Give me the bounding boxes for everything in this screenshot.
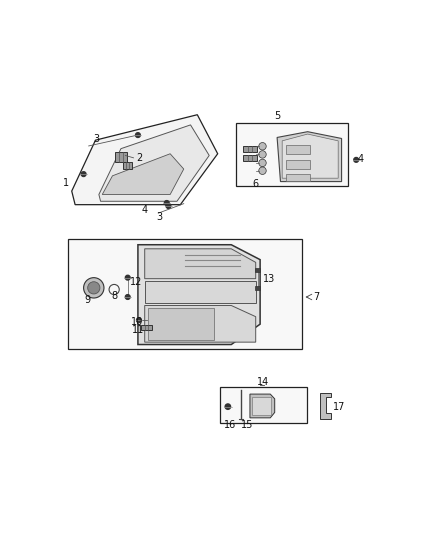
Text: 7: 7 <box>313 292 319 302</box>
Bar <box>243 146 257 152</box>
Text: 14: 14 <box>258 377 270 387</box>
Bar <box>255 268 261 272</box>
Text: 2: 2 <box>136 153 142 163</box>
Text: 13: 13 <box>262 273 275 284</box>
Text: 10: 10 <box>131 317 143 327</box>
Circle shape <box>125 275 130 280</box>
Text: 3: 3 <box>156 212 162 222</box>
Bar <box>67 239 302 349</box>
Bar <box>286 159 310 169</box>
Circle shape <box>259 159 266 167</box>
Bar <box>141 325 152 330</box>
Bar <box>115 152 127 162</box>
Circle shape <box>164 200 169 205</box>
Text: 8: 8 <box>112 290 118 301</box>
Polygon shape <box>145 249 256 279</box>
Bar <box>286 174 310 181</box>
Circle shape <box>259 167 266 174</box>
Polygon shape <box>250 394 275 418</box>
Text: 11: 11 <box>132 325 145 335</box>
Bar <box>124 162 132 169</box>
Circle shape <box>225 404 230 409</box>
Text: 12: 12 <box>130 277 142 287</box>
Polygon shape <box>320 393 332 418</box>
Circle shape <box>259 151 266 158</box>
Text: 4: 4 <box>357 154 364 164</box>
Text: 1: 1 <box>63 177 69 188</box>
Polygon shape <box>277 132 342 182</box>
Polygon shape <box>282 134 338 178</box>
Circle shape <box>259 142 266 150</box>
Polygon shape <box>145 305 256 342</box>
Polygon shape <box>138 245 260 344</box>
Text: 5: 5 <box>274 111 280 121</box>
Text: 4: 4 <box>141 205 148 215</box>
Polygon shape <box>102 154 184 195</box>
Bar <box>286 145 310 155</box>
Circle shape <box>88 282 100 294</box>
Circle shape <box>135 133 140 138</box>
Text: 9: 9 <box>85 295 91 305</box>
Polygon shape <box>99 125 209 201</box>
Circle shape <box>84 278 104 298</box>
Polygon shape <box>72 115 218 205</box>
Text: 16: 16 <box>224 419 236 430</box>
Bar <box>243 155 257 161</box>
Text: 6: 6 <box>252 179 258 189</box>
Polygon shape <box>148 308 214 341</box>
Text: 3: 3 <box>94 134 100 144</box>
Circle shape <box>354 157 359 162</box>
Circle shape <box>125 295 130 300</box>
Circle shape <box>81 172 86 176</box>
Text: 17: 17 <box>333 402 346 411</box>
Bar <box>237 123 348 186</box>
Circle shape <box>137 318 141 322</box>
Bar <box>252 398 271 415</box>
Circle shape <box>166 204 171 208</box>
Bar <box>220 387 307 423</box>
Polygon shape <box>145 281 256 303</box>
Bar <box>255 286 261 290</box>
Text: 15: 15 <box>241 419 253 430</box>
